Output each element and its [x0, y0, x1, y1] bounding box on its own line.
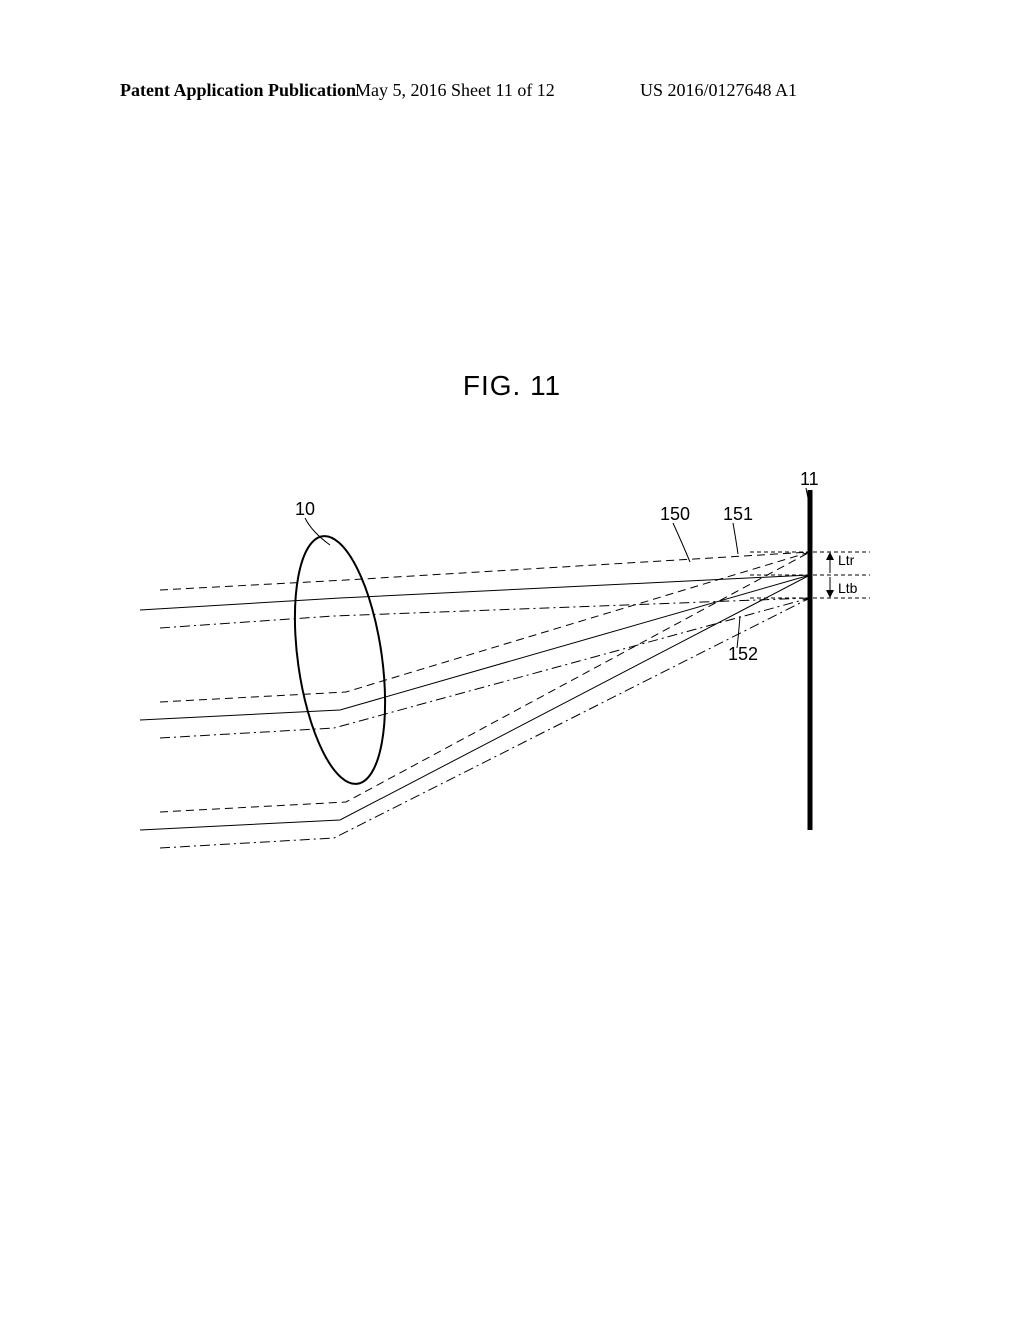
leader-150	[673, 523, 690, 562]
label-151: 151	[723, 504, 753, 524]
lens	[281, 530, 399, 789]
label-152: 152	[728, 644, 758, 664]
header-date-sheet: May 5, 2016 Sheet 11 of 12	[355, 80, 555, 101]
leader-151	[733, 523, 738, 554]
header-publication-no: US 2016/0127648 A1	[640, 80, 797, 101]
figure-optical-diagram: 10 11 150 151 152 Ltr Ltb	[130, 460, 890, 880]
dim-arrow-ltr	[826, 552, 834, 573]
label-10: 10	[295, 499, 315, 519]
ray-bundle-152	[160, 598, 810, 848]
figure-svg: 10 11 150 151 152 Ltr Ltb	[130, 460, 890, 880]
leader-10	[305, 518, 330, 545]
label-150: 150	[660, 504, 690, 524]
figure-title: FIG. 11	[0, 370, 1024, 402]
ray-bundle-150	[140, 575, 810, 830]
label-ltr: Ltr	[838, 552, 855, 568]
header-publication-type: Patent Application Publication	[120, 80, 356, 101]
page: Patent Application Publication May 5, 20…	[0, 0, 1024, 1320]
label-11: 11	[800, 469, 819, 489]
dim-arrow-ltb	[826, 577, 834, 598]
label-ltb: Ltb	[838, 580, 858, 596]
